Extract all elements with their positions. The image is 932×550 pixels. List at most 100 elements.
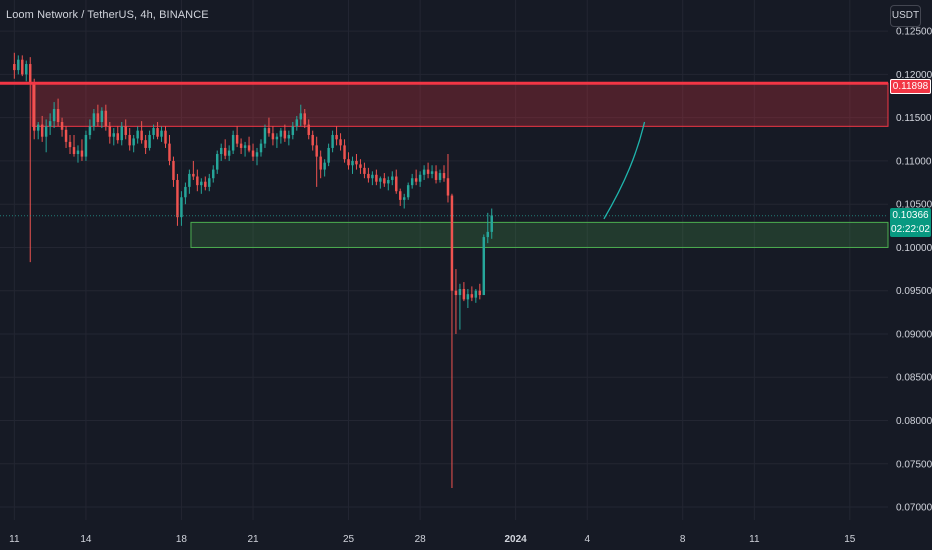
bull-candle[interactable] [215,150,219,174]
bear-candle[interactable] [168,134,171,166]
bull-candle[interactable] [379,176,382,189]
bear-candle[interactable] [335,126,338,146]
bull-candle[interactable] [474,288,478,303]
bull-candle[interactable] [231,130,235,155]
bear-candle[interactable] [140,121,143,144]
bull-candle[interactable] [438,169,442,183]
bear-candle[interactable] [68,134,72,155]
bear-candle[interactable] [399,188,402,206]
bear-candle[interactable] [414,169,418,186]
bear-candle[interactable] [247,136,251,153]
bear-candle[interactable] [395,169,398,194]
bear-candle[interactable] [367,167,370,183]
bear-candle[interactable] [343,139,346,163]
bull-candle[interactable] [287,130,291,146]
bear-candle[interactable] [426,162,430,179]
bull-candle[interactable] [279,128,283,144]
bear-candle[interactable] [72,134,76,157]
bull-candle[interactable] [100,107,104,129]
bull-candle[interactable] [200,178,203,194]
bull-candle[interactable] [291,121,295,140]
bull-candle[interactable] [17,55,20,75]
bear-candle[interactable] [116,126,119,144]
bull-candle[interactable] [76,145,80,163]
bull-candle[interactable] [299,104,303,127]
bear-candle[interactable] [80,139,84,161]
bull-candle[interactable] [482,234,486,296]
bear-candle[interactable] [355,154,358,170]
bull-candle[interactable] [418,171,422,187]
bull-candle[interactable] [36,121,40,140]
bull-candle[interactable] [160,126,163,142]
bull-candle[interactable] [331,130,334,153]
bear-candle[interactable] [363,162,366,179]
bull-candle[interactable] [327,143,330,167]
bear-candle[interactable] [164,126,167,148]
bull-candle[interactable] [227,145,231,161]
bull-candle[interactable] [323,159,326,177]
bull-candle[interactable] [458,283,462,330]
bull-candle[interactable] [120,121,123,146]
bear-candle[interactable] [283,124,287,142]
bull-candle[interactable] [208,173,211,192]
bull-candle[interactable] [152,124,155,140]
bear-candle[interactable] [60,117,64,137]
bear-candle[interactable] [172,156,175,187]
bear-candle[interactable] [96,104,100,127]
bear-candle[interactable] [375,169,378,186]
bull-candle[interactable] [406,182,410,200]
bear-candle[interactable] [339,133,342,151]
bull-candle[interactable] [410,173,414,189]
bull-candle[interactable] [243,141,247,157]
bull-candle[interactable] [44,119,48,153]
bull-candle[interactable] [430,165,434,179]
bear-candle[interactable] [383,173,386,187]
bear-candle[interactable] [303,109,306,129]
bull-candle[interactable] [212,165,215,183]
resistance-zone[interactable] [31,82,889,127]
bear-candle[interactable] [319,150,322,179]
bear-candle[interactable] [124,119,127,140]
bull-candle[interactable] [391,171,394,186]
bull-candle[interactable] [263,124,267,148]
bear-candle[interactable] [267,117,271,137]
bull-candle[interactable] [148,130,151,151]
bear-candle[interactable] [235,126,239,148]
currency-button[interactable]: USDT [890,5,921,27]
bear-candle[interactable] [470,286,474,302]
bull-candle[interactable] [255,147,259,166]
bear-candle[interactable] [478,283,482,300]
bull-candle[interactable] [351,156,354,174]
bear-candle[interactable] [204,176,207,191]
bull-candle[interactable] [422,165,426,180]
bull-candle[interactable] [48,113,52,135]
bear-candle[interactable] [104,104,108,131]
bear-candle[interactable] [450,193,454,488]
bull-candle[interactable] [180,191,183,226]
bear-candle[interactable] [251,143,255,161]
bear-candle[interactable] [32,78,36,140]
bear-candle[interactable] [442,165,446,182]
bull-candle[interactable] [136,126,139,144]
bull-candle[interactable] [295,115,299,131]
bull-candle[interactable] [188,169,191,194]
bull-candle[interactable] [490,208,493,239]
bear-candle[interactable] [239,138,243,155]
bear-candle[interactable] [311,130,314,151]
bull-candle[interactable] [387,176,390,191]
bull-candle[interactable] [219,143,223,161]
support-zone[interactable] [190,221,889,248]
bear-candle[interactable] [192,160,195,180]
bear-candle[interactable] [128,128,131,151]
bear-candle[interactable] [40,115,44,142]
bull-candle[interactable] [84,130,88,161]
bear-candle[interactable] [347,152,350,170]
bear-candle[interactable] [359,159,362,174]
bull-candle[interactable] [52,102,56,129]
projection-path[interactable] [603,121,646,220]
bear-candle[interactable] [21,55,24,77]
bear-candle[interactable] [462,282,466,302]
bear-candle[interactable] [64,126,68,148]
bear-candle[interactable] [13,52,16,79]
